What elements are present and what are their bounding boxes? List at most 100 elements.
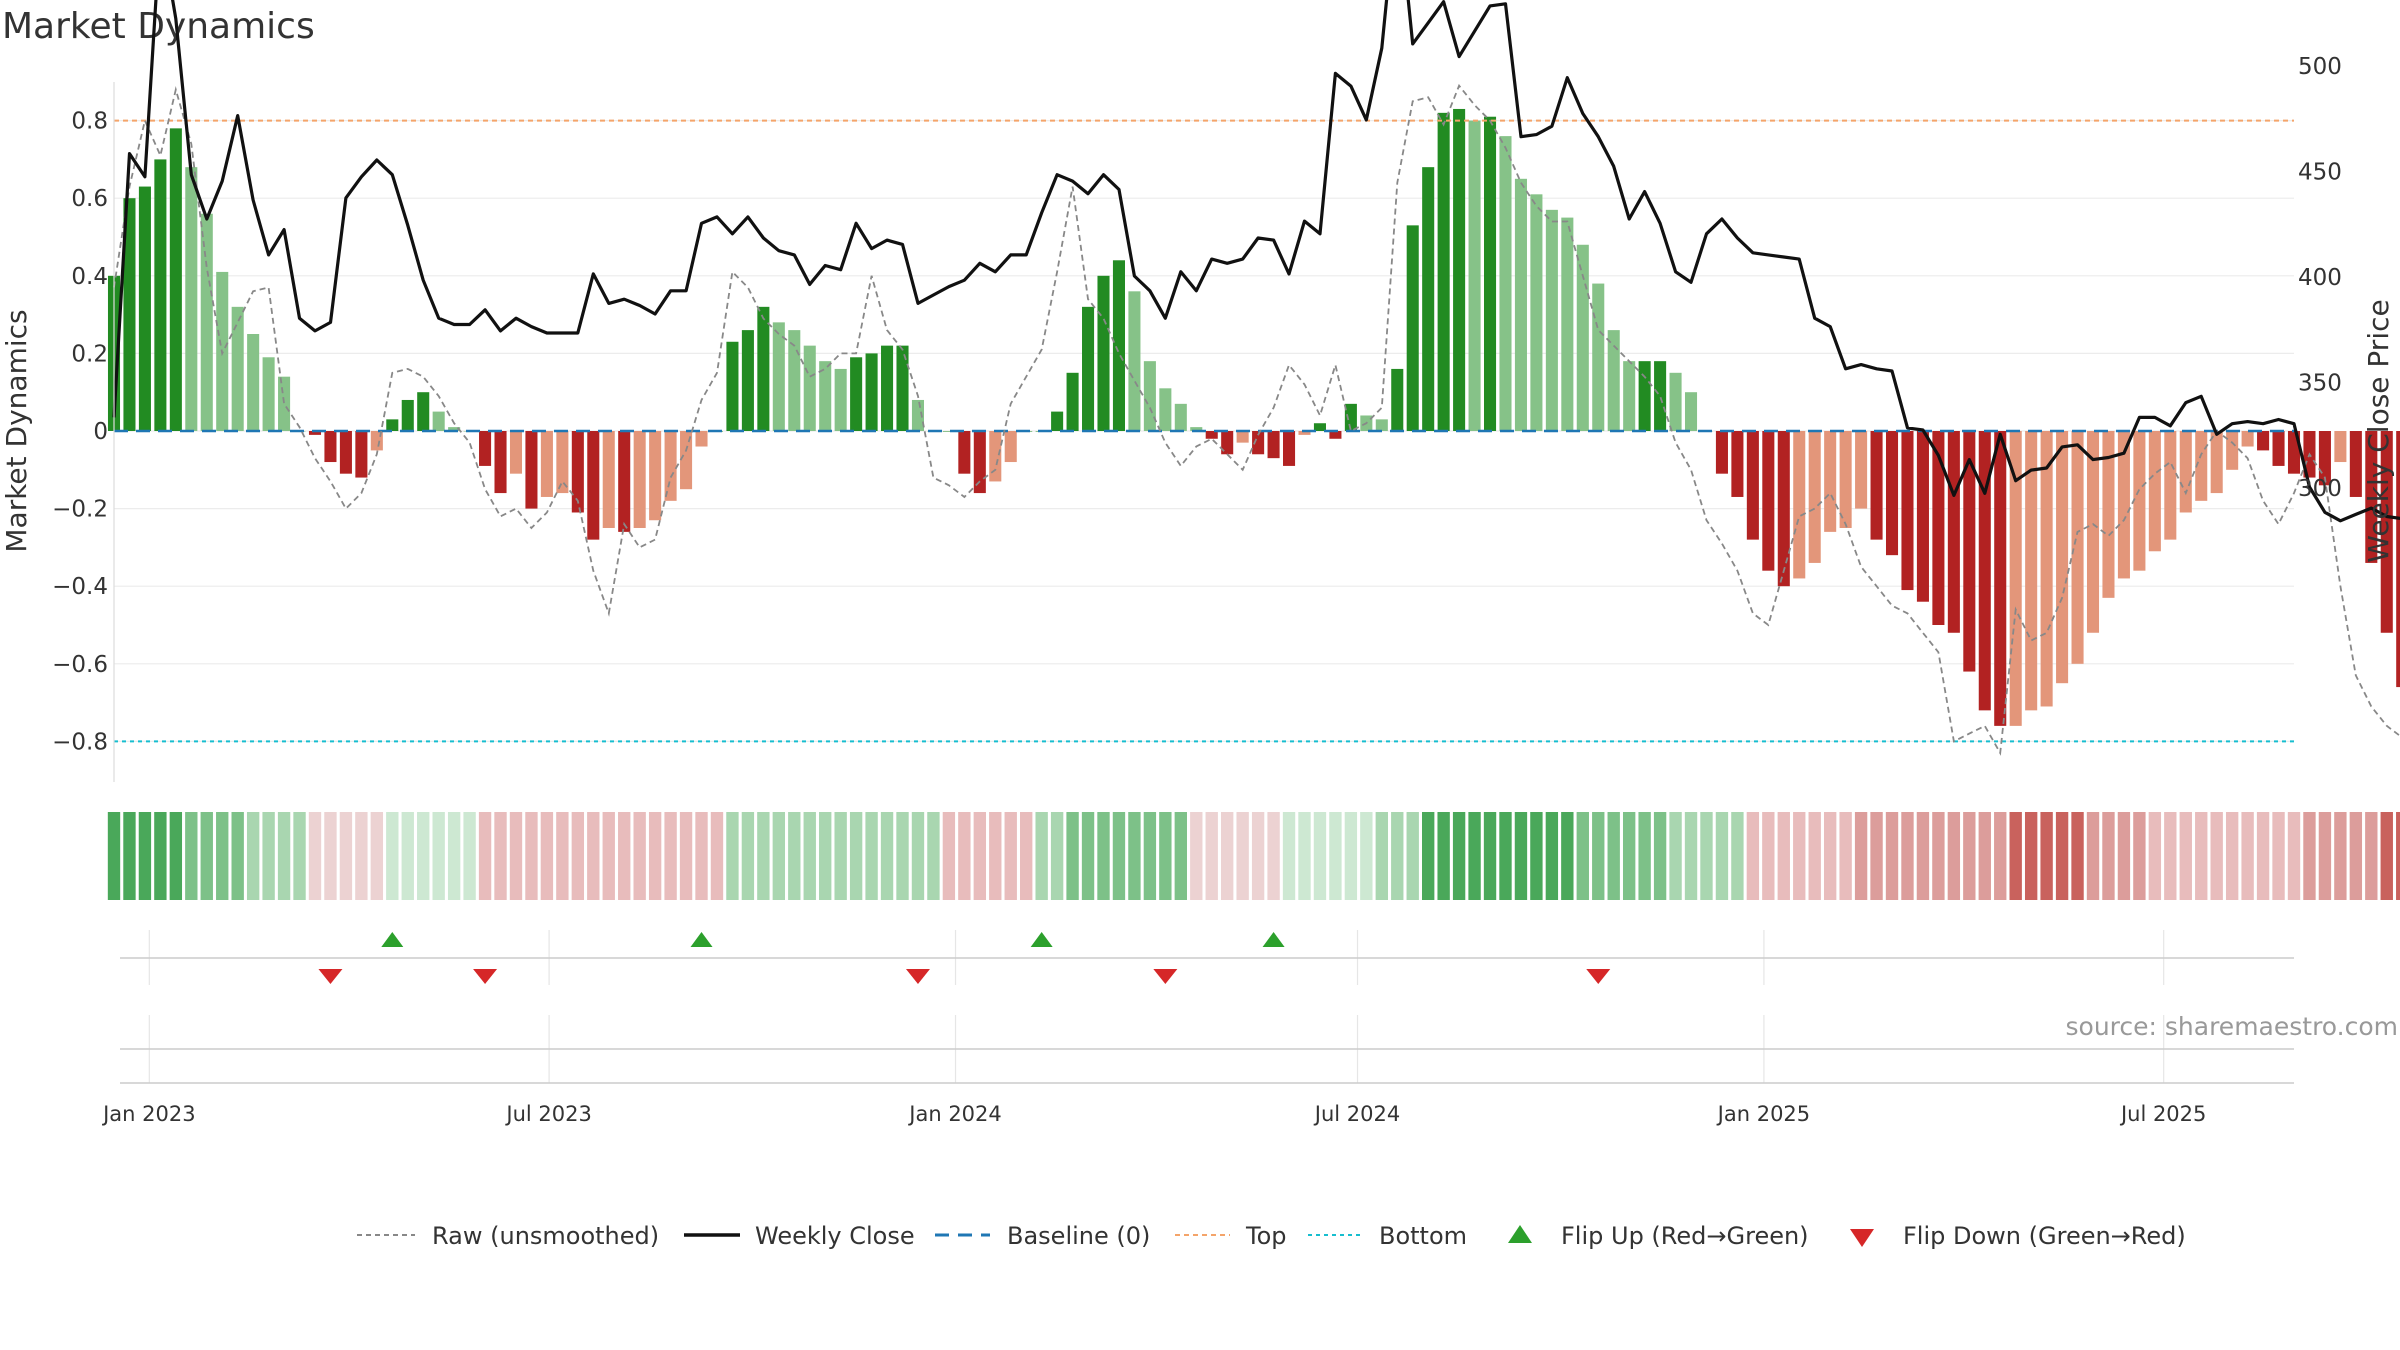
bar <box>1205 431 1218 439</box>
bar <box>2009 431 2022 726</box>
strip-cell <box>1112 812 1126 900</box>
bar <box>618 431 631 532</box>
bar <box>819 361 832 431</box>
strip-cell <box>1437 812 1450 900</box>
strip-cell <box>339 812 353 900</box>
legend-flip-down-swatch <box>1850 1229 1874 1247</box>
strip-cell <box>757 812 770 900</box>
strip-cell <box>1823 812 1837 900</box>
x-tick-label: Jul 2024 <box>1313 1102 1400 1126</box>
strip-cell <box>123 812 136 900</box>
bar <box>1669 372 1682 431</box>
bar <box>1916 431 1929 602</box>
reference-lines <box>114 119 2294 743</box>
bar <box>757 306 770 431</box>
strip-cell <box>262 812 275 900</box>
strip-cell <box>2287 812 2301 900</box>
bar <box>1499 136 1512 431</box>
strip-cell <box>1483 812 1497 900</box>
chart-title: Market Dynamics <box>2 6 315 47</box>
strip-cell <box>1251 812 1265 900</box>
strip-cell <box>2102 812 2115 900</box>
bar <box>1051 411 1064 431</box>
strip-cell <box>1128 812 1141 900</box>
bar <box>649 431 662 521</box>
bar <box>726 341 739 431</box>
bar <box>1298 431 1311 435</box>
bar <box>1855 431 1868 509</box>
bar <box>1190 427 1203 431</box>
bar <box>1082 306 1095 431</box>
strip-cell <box>509 812 523 900</box>
strip-cell <box>107 812 121 900</box>
bar <box>2071 431 2084 664</box>
strip-cell <box>2303 812 2316 900</box>
bar <box>911 399 925 431</box>
bar <box>1453 108 1466 432</box>
bar <box>355 431 368 478</box>
flip-up-marker <box>381 932 404 947</box>
strip-cell <box>1499 812 1512 900</box>
strip-cell <box>324 812 337 900</box>
bar <box>1174 403 1187 431</box>
bar <box>1267 431 1280 459</box>
bar <box>2148 431 2161 552</box>
bar <box>448 427 461 431</box>
strip-cell <box>370 812 384 900</box>
bar <box>958 431 971 474</box>
strip-cell <box>1035 812 1048 900</box>
bar <box>1870 431 1883 540</box>
strip-cell <box>1236 812 1249 900</box>
strip-cell <box>1205 812 1218 900</box>
bar <box>680 431 693 490</box>
strip-cell <box>1854 812 1868 900</box>
strip-cell <box>1422 812 1435 900</box>
strip-cell <box>1344 812 1358 900</box>
legend-top-label: Top <box>1245 1222 1287 1250</box>
strip-cell <box>1190 812 1203 900</box>
bar <box>1406 225 1419 431</box>
bar <box>1839 431 1852 528</box>
strip-cell <box>2117 812 2131 900</box>
bar <box>1746 431 1759 540</box>
strip-cell <box>1514 812 1528 900</box>
flip-markers <box>318 932 1611 984</box>
bar <box>803 345 816 431</box>
strip-cell <box>216 812 229 900</box>
x-tick-label: Jan 2023 <box>101 1102 196 1126</box>
strip-cell <box>154 812 167 900</box>
bar <box>1808 431 1821 563</box>
bar <box>2040 431 2053 707</box>
bar <box>1344 403 1357 431</box>
bar <box>1576 244 1589 431</box>
flip-down-marker <box>1153 969 1178 984</box>
strip-cell <box>2195 812 2208 900</box>
regime-strip <box>107 812 2400 900</box>
bar <box>278 376 291 431</box>
bar <box>1654 361 1667 431</box>
bar <box>1391 368 1404 431</box>
bar <box>1514 178 1527 431</box>
strip-cell <box>2349 812 2363 900</box>
bar <box>308 431 322 435</box>
bar <box>1159 388 1172 431</box>
bar <box>2272 431 2285 466</box>
bar <box>1684 392 1698 431</box>
bar <box>324 431 337 463</box>
strip-cell <box>2241 812 2254 900</box>
flip-down-marker <box>318 969 343 984</box>
bar <box>1313 423 1326 431</box>
bar <box>525 431 538 509</box>
strip-cell <box>1360 812 1373 900</box>
strip-cell <box>2055 812 2069 900</box>
bar <box>2164 431 2177 540</box>
strip-cell <box>880 812 894 900</box>
bar <box>1947 431 1960 633</box>
strip-cell <box>1159 812 1172 900</box>
strip-cell <box>1669 812 1682 900</box>
strip-cell <box>1746 812 1760 900</box>
strip-cell <box>1978 812 1991 900</box>
strip-cell <box>989 812 1002 900</box>
strip-cell <box>401 812 414 900</box>
strip-cell <box>1932 812 1945 900</box>
